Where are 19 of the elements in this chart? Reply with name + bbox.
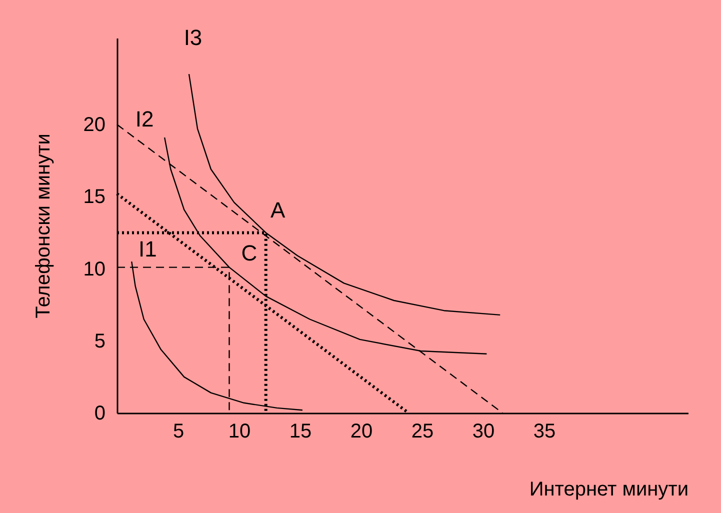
y-tick-label: 5 (94, 330, 106, 352)
x-tick-label: 20 (350, 420, 373, 442)
annotation: C (241, 240, 258, 266)
y-axis-title: Телефонски минути (32, 134, 54, 318)
annotation: A (270, 198, 286, 223)
x-tick-label: 30 (472, 420, 495, 442)
y-tick-label: 0 (94, 402, 106, 424)
x-tick-label: 35 (533, 420, 556, 442)
x-tick-label: 25 (411, 420, 434, 442)
x-tick-label: 15 (289, 420, 312, 442)
y-tick-label: 10 (83, 258, 106, 280)
x-tick-label: 5 (172, 420, 184, 442)
x-tick-label: 10 (228, 420, 251, 442)
y-tick-label: 20 (83, 114, 106, 136)
y-tick-label: 15 (83, 186, 106, 208)
series-label: I3 (184, 25, 202, 50)
series-label: I2 (135, 106, 154, 132)
series-label: I1 (138, 236, 157, 262)
x-axis-title: Интернет минути (529, 478, 688, 500)
